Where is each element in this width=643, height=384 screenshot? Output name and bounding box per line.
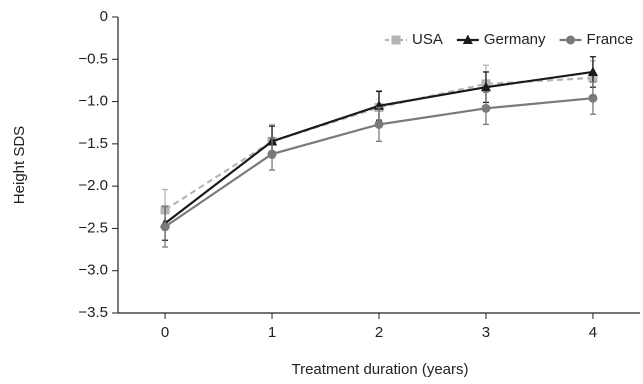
x-tick-label: 2 [375,324,383,341]
y-tick-label: −1.0 [78,93,108,110]
marker [587,66,598,76]
y-tick-label: 0 [100,8,108,25]
marker [267,149,277,159]
y-tick-label: −0.5 [78,50,108,67]
x-tick-label: 3 [482,324,490,341]
x-tick-label: 0 [161,324,169,341]
marker [588,93,598,103]
legend-marker [462,34,473,44]
legend-marker [391,35,401,45]
x-tick-label: 1 [268,324,276,341]
legend-label: Germany [484,31,546,48]
legend-label: France [587,31,634,48]
y-tick-label: −1.5 [78,135,108,152]
y-tick-label: −3.5 [78,304,108,321]
marker [160,222,170,232]
legend-marker [566,35,576,45]
x-tick-label: 4 [589,324,597,341]
x-axis-label: Treatment duration (years) [291,361,468,378]
y-axis-label: Height SDS [11,126,28,204]
y-tick-label: −3.0 [78,262,108,279]
marker [480,81,491,92]
marker [374,119,384,129]
y-tick-label: −2.5 [78,219,108,236]
marker [481,103,491,113]
y-tick-label: −2.0 [78,177,108,194]
legend-label: USA [412,31,443,48]
